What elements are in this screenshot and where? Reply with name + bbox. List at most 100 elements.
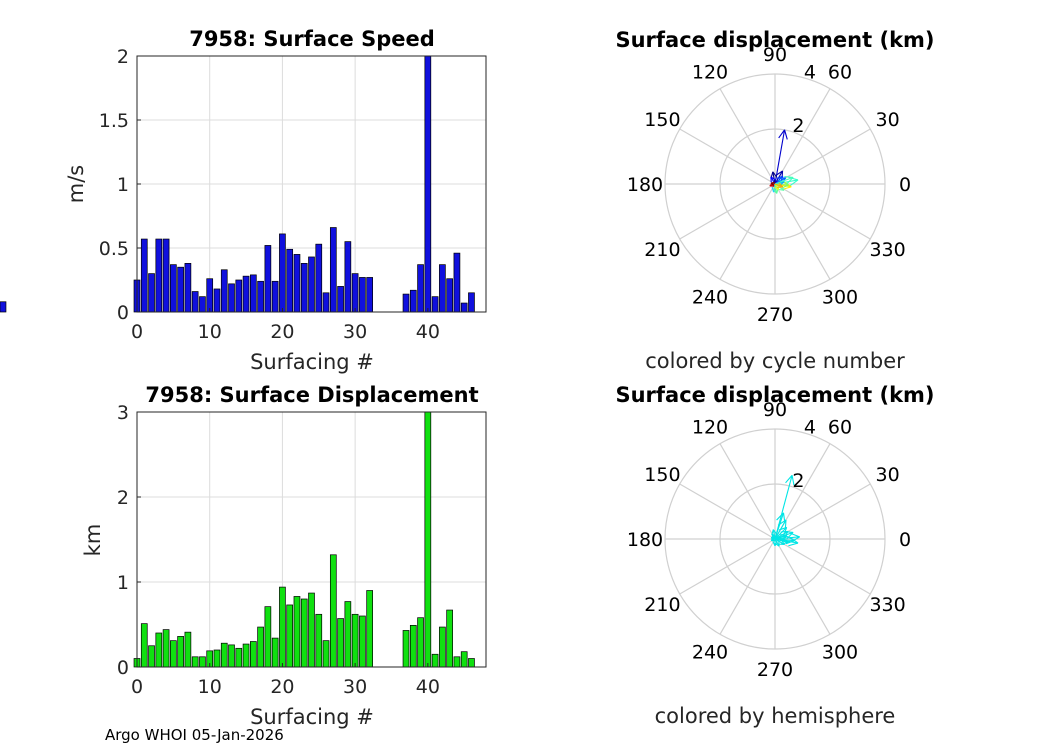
polar-spoke (719, 183, 776, 280)
angle-label: 180 (627, 174, 663, 196)
bar (344, 241, 352, 313)
angle-label: 270 (757, 304, 793, 326)
displacement-chart-xlabel: Surfacing # (250, 705, 374, 729)
bar (206, 278, 214, 313)
angle-label: 90 (763, 399, 787, 421)
bar (155, 632, 163, 668)
arrow-head (791, 475, 795, 486)
bar (279, 586, 286, 668)
bar (460, 651, 468, 668)
x-tick-label: 20 (270, 676, 294, 698)
bar (417, 264, 424, 313)
displacement-arrow (774, 512, 785, 540)
polar-spoke (719, 538, 776, 635)
angle-label: 210 (644, 594, 680, 616)
arrow-head (781, 184, 789, 189)
y-tick-label: 2 (117, 487, 129, 509)
bar (0, 301, 7, 313)
arrow-head (771, 529, 774, 536)
x-tick-label: 40 (416, 676, 440, 698)
angle-label: 300 (822, 642, 858, 664)
x-tick-label: 10 (198, 321, 222, 343)
arrow-head (778, 129, 785, 139)
arrow-head (789, 536, 799, 544)
arrow-head (784, 519, 787, 530)
bar (286, 248, 294, 313)
bar (170, 264, 177, 313)
bar (409, 289, 417, 313)
bar (250, 641, 257, 668)
arrow-head (786, 177, 794, 185)
displacement-chart-ylabel: km (81, 524, 105, 557)
arrow-head (788, 176, 799, 181)
y-tick-label: 2 (117, 46, 129, 68)
polar-spoke (774, 183, 871, 240)
y-tick-label: 1 (117, 572, 129, 594)
bar (308, 592, 315, 668)
displacement-arrow (774, 531, 794, 540)
radial-tick-label: 4 (804, 416, 816, 438)
arrow-head (773, 186, 779, 191)
angle-label: 0 (899, 174, 911, 196)
arrow-head (784, 175, 794, 178)
arrow-head (784, 129, 788, 140)
bar (242, 275, 250, 313)
angle-label: 180 (627, 529, 663, 551)
polar-hemisphere-caption: colored by hemisphere (655, 704, 896, 728)
bar (453, 656, 461, 668)
bar (337, 618, 344, 668)
bar (409, 624, 417, 668)
arrow-head (786, 532, 794, 540)
arrow-head (772, 171, 778, 178)
displacement-arrow (774, 538, 785, 545)
arrow-head (772, 541, 776, 547)
displacement-chart: 7958: Surface Displacement Surfacing # k… (81, 383, 487, 729)
x-tick-label: 10 (198, 676, 222, 698)
bar (439, 626, 446, 668)
angle-label: 210 (644, 239, 680, 261)
arrow-head (772, 188, 778, 194)
bar (177, 636, 184, 668)
bar (177, 266, 184, 313)
polar-spoke (679, 483, 776, 540)
angle-label: 30 (875, 464, 899, 486)
bar (366, 277, 373, 313)
bar (162, 238, 170, 313)
polar-spoke (774, 483, 871, 540)
bar (366, 590, 373, 668)
polar-spoke (774, 183, 831, 280)
arrow-head (770, 176, 776, 181)
bar (468, 658, 475, 668)
bar (155, 238, 163, 313)
radial-tick-label: 2 (792, 470, 804, 492)
y-tick-label: 0 (117, 302, 129, 324)
bar (424, 55, 432, 313)
bar (279, 233, 286, 313)
bar (300, 598, 308, 668)
bar (359, 277, 366, 313)
displacement-arrow (774, 538, 799, 544)
arrow-head (777, 186, 783, 188)
bar (213, 288, 221, 313)
bar (148, 645, 155, 668)
bar (322, 640, 330, 668)
bar (344, 601, 352, 668)
polar-spoke (719, 88, 776, 185)
bar (446, 609, 453, 668)
angle-label: 120 (692, 61, 728, 83)
polar-spoke (679, 183, 776, 240)
bar (417, 617, 424, 668)
angle-label: 60 (828, 61, 852, 83)
bar (213, 649, 221, 668)
arrow-head (774, 541, 778, 547)
polar-spoke (774, 128, 871, 185)
axes-box (136, 411, 487, 668)
bar (351, 273, 359, 313)
bar (329, 227, 337, 313)
bar (257, 626, 264, 668)
polar-cycle-caption: colored by cycle number (645, 349, 905, 373)
bar (228, 644, 235, 668)
footer-credit: Argo WHOI 05-Jan-2026 (105, 726, 284, 744)
bar (162, 629, 170, 668)
angle-label: 330 (869, 239, 905, 261)
